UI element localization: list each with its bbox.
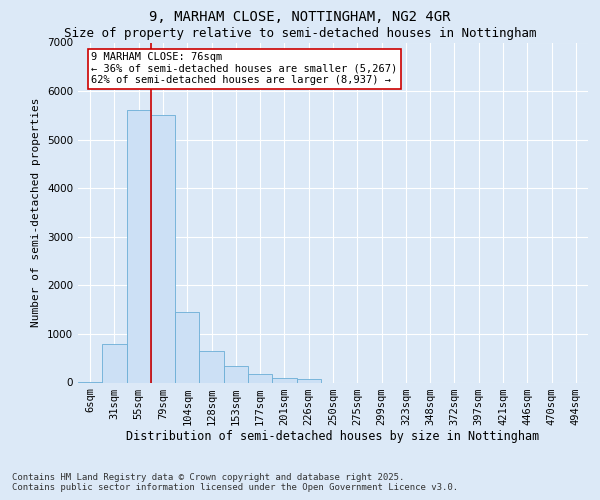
X-axis label: Distribution of semi-detached houses by size in Nottingham: Distribution of semi-detached houses by … bbox=[127, 430, 539, 444]
Text: 9, MARHAM CLOSE, NOTTINGHAM, NG2 4GR: 9, MARHAM CLOSE, NOTTINGHAM, NG2 4GR bbox=[149, 10, 451, 24]
Y-axis label: Number of semi-detached properties: Number of semi-detached properties bbox=[31, 98, 41, 327]
Bar bbox=[127, 110, 151, 382]
Text: Size of property relative to semi-detached houses in Nottingham: Size of property relative to semi-detach… bbox=[64, 28, 536, 40]
Bar bbox=[296, 379, 321, 382]
Bar bbox=[272, 378, 296, 382]
Bar bbox=[248, 374, 272, 382]
Bar bbox=[175, 312, 199, 382]
Bar bbox=[224, 366, 248, 382]
Text: 9 MARHAM CLOSE: 76sqm
← 36% of semi-detached houses are smaller (5,267)
62% of s: 9 MARHAM CLOSE: 76sqm ← 36% of semi-deta… bbox=[91, 52, 398, 86]
Text: Contains HM Land Registry data © Crown copyright and database right 2025.
Contai: Contains HM Land Registry data © Crown c… bbox=[12, 473, 458, 492]
Bar bbox=[102, 344, 127, 382]
Bar bbox=[199, 351, 224, 382]
Bar bbox=[151, 116, 175, 382]
